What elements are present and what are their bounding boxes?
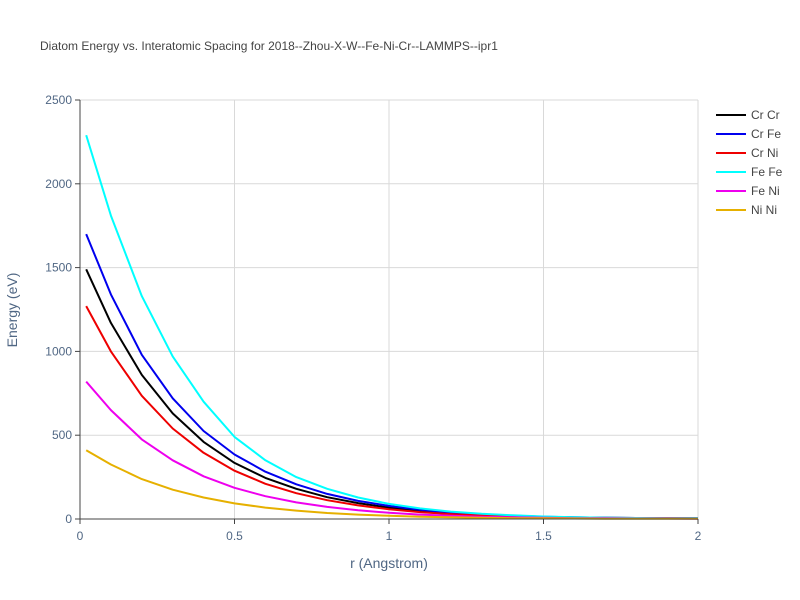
series-line-cr-ni[interactable]: [85, 305, 699, 520]
y-axis-ticks: 0 500 1000 1500 2000 2500: [45, 93, 80, 526]
legend-item-cr-ni[interactable]: Cr Ni: [716, 146, 778, 160]
legend-item-fe-ni[interactable]: Fe Ni: [716, 184, 780, 198]
y-tick-label-4: 2000: [45, 177, 72, 191]
y-tick-label-5: 2500: [45, 93, 72, 107]
grid-lines: [80, 99, 699, 519]
legend-item-cr-fe[interactable]: Cr Fe: [716, 127, 781, 141]
legend[interactable]: Cr Cr Cr Fe Cr Ni Fe Fe Fe Ni Ni Ni: [716, 108, 783, 217]
y-tick-label-1: 500: [52, 428, 72, 442]
x-tick-label-3: 1.5: [535, 529, 552, 543]
x-tick-label-1: 0.5: [226, 529, 243, 543]
series-line-fe-fe[interactable]: [85, 134, 699, 520]
y-tick-label-3: 1500: [45, 261, 72, 275]
legend-item-fe-fe[interactable]: Fe Fe: [716, 165, 783, 179]
legend-item-cr-cr[interactable]: Cr Cr: [716, 108, 780, 122]
x-tick-label-4: 2: [695, 529, 702, 543]
y-tick-label-2: 1000: [45, 344, 72, 358]
legend-label-cr-ni: Cr Ni: [751, 146, 778, 160]
series-line-cr-fe[interactable]: [85, 233, 699, 520]
x-axis-title: r (Angstrom): [350, 555, 428, 571]
y-axis-title: Energy (eV): [4, 273, 20, 348]
legend-label-ni-ni: Ni Ni: [751, 203, 777, 217]
y-tick-label-0: 0: [65, 512, 72, 526]
legend-label-fe-fe: Fe Fe: [751, 165, 783, 179]
x-tick-label-0: 0: [77, 529, 84, 543]
x-axis-ticks: 0 0.5 1 1.5 2: [77, 519, 702, 543]
legend-item-ni-ni[interactable]: Ni Ni: [716, 203, 777, 217]
x-tick-label-2: 1: [386, 529, 393, 543]
legend-label-cr-fe: Cr Fe: [751, 127, 781, 141]
chart-title: Diatom Energy vs. Interatomic Spacing fo…: [40, 39, 498, 53]
series-lines: [85, 134, 699, 520]
legend-label-fe-ni: Fe Ni: [751, 184, 780, 198]
legend-label-cr-cr: Cr Cr: [751, 108, 780, 122]
series-line-cr-cr[interactable]: [85, 268, 699, 520]
series-line-fe-ni[interactable]: [85, 380, 699, 520]
